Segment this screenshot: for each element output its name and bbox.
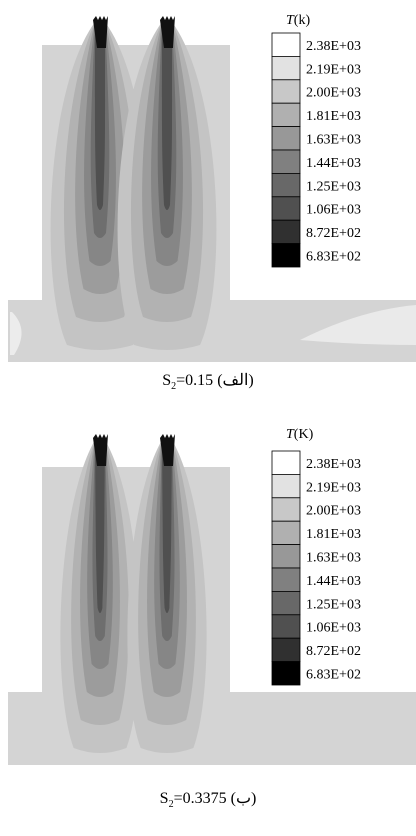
legend-label: 1.81E+03 [306, 527, 361, 542]
caption-tag: (الف) [217, 372, 254, 389]
legend-label: 2.00E+03 [306, 504, 361, 519]
caption-tag: (ب) [230, 790, 257, 807]
legend-swatch [271, 172, 301, 198]
caption-symbol: S [159, 790, 169, 807]
plume-contour [162, 440, 172, 613]
plume-contour [94, 22, 106, 210]
legend-title-symbol: T [286, 13, 295, 28]
legend-label: 6.83E+02 [306, 250, 361, 265]
legend-label: 1.63E+03 [306, 551, 361, 566]
caption-value: =0.3375 [173, 790, 227, 807]
legend-label: 6.83E+02 [306, 668, 361, 683]
caption-subscript: 2 [168, 799, 174, 811]
legend-swatch [271, 497, 301, 522]
legend-label: 1.44E+03 [306, 574, 361, 589]
legend-label: 2.00E+03 [306, 86, 361, 101]
cool-region [10, 312, 22, 355]
legend-title-symbol: T [286, 427, 295, 442]
legend-label: 1.81E+03 [306, 109, 361, 124]
legend-label: 8.72E+02 [306, 644, 361, 659]
legend-swatch [271, 520, 301, 545]
legend-label: 2.38E+03 [306, 457, 361, 472]
legend-swatch [271, 126, 301, 151]
legend-title-unit: (K) [294, 427, 314, 442]
caption-text: S2=0.15 (الف) [162, 372, 254, 393]
legend-swatch [271, 544, 301, 569]
caption-value: =0.15 [176, 372, 214, 389]
nozzle [160, 16, 175, 48]
legend-label: 1.06E+03 [306, 203, 361, 218]
legend-swatch [271, 567, 301, 592]
legend-swatch [271, 590, 301, 616]
nozzle [93, 434, 108, 466]
caption-subscript: 2 [171, 381, 177, 393]
legend-swatch [271, 32, 301, 57]
nozzle [93, 16, 108, 48]
legend-title: T(K) [286, 427, 314, 442]
caption: S2=0.15 (الف) [0, 370, 416, 392]
caption: S2=0.3375 (ب) [0, 788, 416, 810]
legend-title-unit: (k) [294, 13, 311, 28]
contour-panel: T(K) 2.38E+03 2.19E+03 2.00E+03 1.81E+03 1.63… [8, 427, 416, 765]
legend-swatch [271, 474, 301, 499]
legend-swatch [271, 196, 301, 221]
legend-swatch [271, 614, 301, 639]
caption-symbol: S [162, 372, 172, 389]
legend-swatch [271, 219, 301, 244]
legend-swatch [271, 56, 301, 81]
legend-swatch [271, 102, 301, 127]
legend-swatch [271, 637, 301, 662]
caption-text: S2=0.3375 (ب) [159, 790, 257, 811]
legend-label: 2.19E+03 [306, 480, 361, 495]
legend-swatch [271, 243, 301, 268]
legend-label: 1.44E+03 [306, 156, 361, 171]
legend-swatch [271, 661, 301, 686]
legend-swatch [271, 149, 301, 174]
legend-swatch [271, 450, 301, 475]
legend-label: 1.25E+03 [306, 597, 361, 612]
legend-label: 1.06E+03 [306, 621, 361, 636]
plume-contour [95, 440, 105, 613]
legend-label: 1.63E+03 [306, 133, 361, 148]
legend-swatch [271, 79, 301, 104]
plume-contour [161, 22, 173, 210]
legend-label: 2.38E+03 [306, 39, 361, 54]
legend-label: 8.72E+02 [306, 226, 361, 241]
legend-title: T(k) [286, 13, 310, 28]
legend-label: 1.25E+03 [306, 179, 361, 194]
cool-region [300, 305, 416, 345]
contour-panel: T(k) 2.38E+03 2.19E+03 2.00E+03 1.81E+03 1.63… [8, 13, 416, 362]
nozzle [160, 434, 175, 466]
legend-label: 2.19E+03 [306, 62, 361, 77]
